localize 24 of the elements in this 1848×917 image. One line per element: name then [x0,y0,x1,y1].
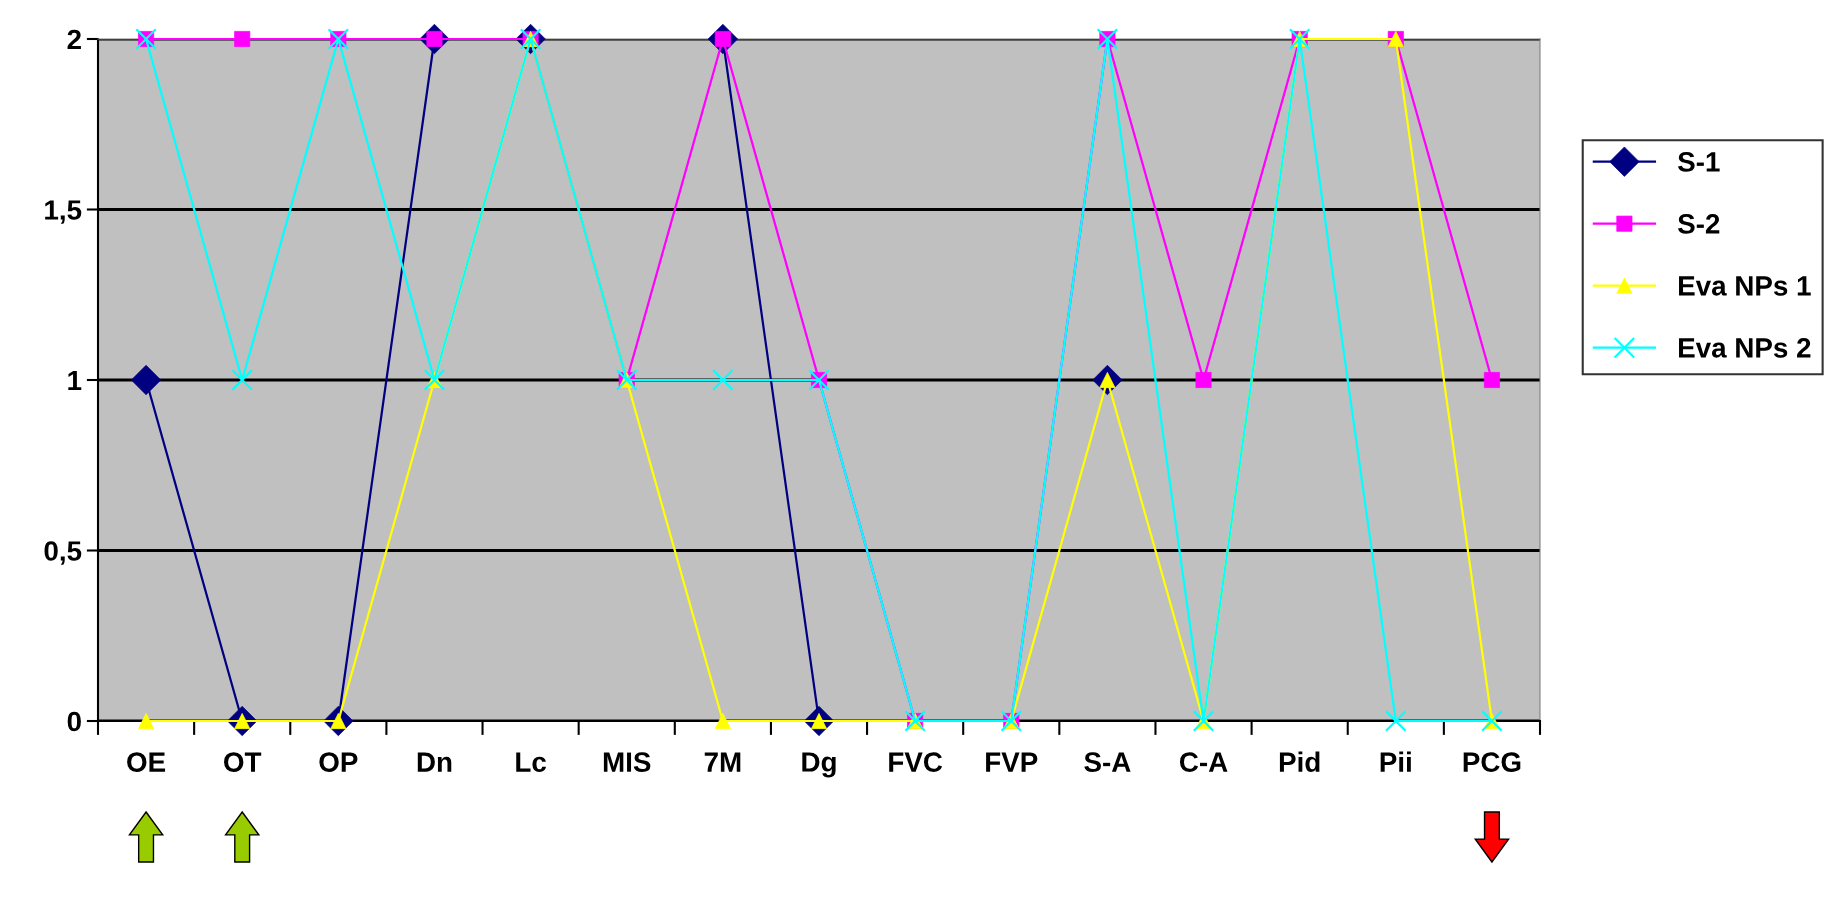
x-tick-label: Dg [802,752,836,778]
legend-label: S-1 [1677,152,1720,172]
x-tick-label: Dn [417,752,452,772]
legend-label: Eva NPs 1 [1679,276,1811,296]
x-tick-label: FVP [986,752,1038,772]
x-tick-label: 7M [704,752,741,772]
x-tick-label: Pii [1380,751,1411,772]
x-tick-label: MIS [603,752,651,772]
x-tick-label: C-A [1179,752,1228,772]
x-tick-label: OE [127,752,166,772]
legend-label: S-2 [1677,214,1720,234]
y-tick-label: 0,5 [44,541,82,565]
x-tick-label: Pid [1279,751,1320,772]
x-tick-label: OT [224,752,262,772]
x-tick-label: PCG [1463,752,1521,772]
legend-label: Eva NPs 2 [1679,338,1811,358]
y-tick-label: 0 [67,711,81,732]
x-tick-label: Lc [516,752,546,772]
x-tick-label: OP [319,752,358,772]
x-tick-label: FVC [889,752,943,772]
x-tick-label: S-A [1084,752,1131,772]
y-tick-label: 2 [67,29,81,50]
y-tick-label: 1 [68,370,82,391]
y-tick-label: 1,5 [45,200,82,224]
